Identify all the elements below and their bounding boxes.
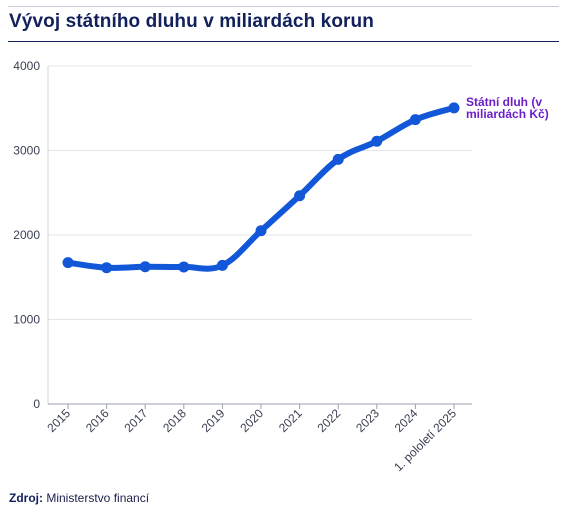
x-tick-label-4: 2019	[199, 406, 228, 435]
source-label: Zdroj:	[9, 491, 43, 505]
data-point-10	[448, 102, 460, 114]
x-tick-label-9: 2024	[392, 406, 421, 435]
data-point-8	[371, 135, 383, 147]
data-point-1	[101, 262, 113, 274]
data-point-0	[62, 257, 74, 269]
data-point-3	[178, 261, 190, 273]
data-point-2	[139, 261, 151, 273]
x-tick-label-1: 2016	[83, 406, 112, 435]
x-tick-label-2: 2017	[122, 406, 151, 435]
data-point-7	[332, 153, 344, 165]
gridlines	[48, 65, 472, 320]
x-tick-label-8: 2023	[353, 406, 382, 435]
y-tick-label-3000: 3000	[13, 144, 40, 158]
x-tick-label-7: 2022	[315, 406, 344, 435]
x-tick-label-3: 2018	[160, 406, 189, 435]
y-tick-label-1000: 1000	[13, 313, 40, 327]
y-tick-label-4000: 4000	[13, 59, 40, 73]
data-point-4	[216, 259, 228, 271]
data-point-5	[255, 225, 267, 237]
x-tick-label-0: 2015	[44, 406, 73, 435]
title-underline	[8, 41, 559, 42]
series-line-0	[65, 104, 457, 272]
chart-area: 0 1000 2000 3000 4000 2015 2016 2017 2018 2019 202…	[13, 59, 549, 474]
top-divider	[8, 6, 559, 7]
series-label: Státní dluh (v miliardách Kč)	[466, 95, 549, 121]
source-value: Ministerstvo financí	[46, 491, 150, 505]
source-note: Zdroj: Ministerstvo financí	[9, 491, 149, 505]
x-tick-label-6: 2021	[276, 406, 305, 435]
series-layer	[62, 102, 460, 274]
chart-title: Vývoj státního dluhu v miliardách korun	[9, 11, 374, 32]
data-point-6	[294, 190, 306, 202]
y-tick-label-0: 0	[33, 397, 40, 411]
axes	[47, 66, 472, 409]
data-point-9	[409, 114, 421, 126]
x-tick-label-5: 2020	[237, 406, 266, 435]
y-tick-label-2000: 2000	[13, 228, 40, 242]
